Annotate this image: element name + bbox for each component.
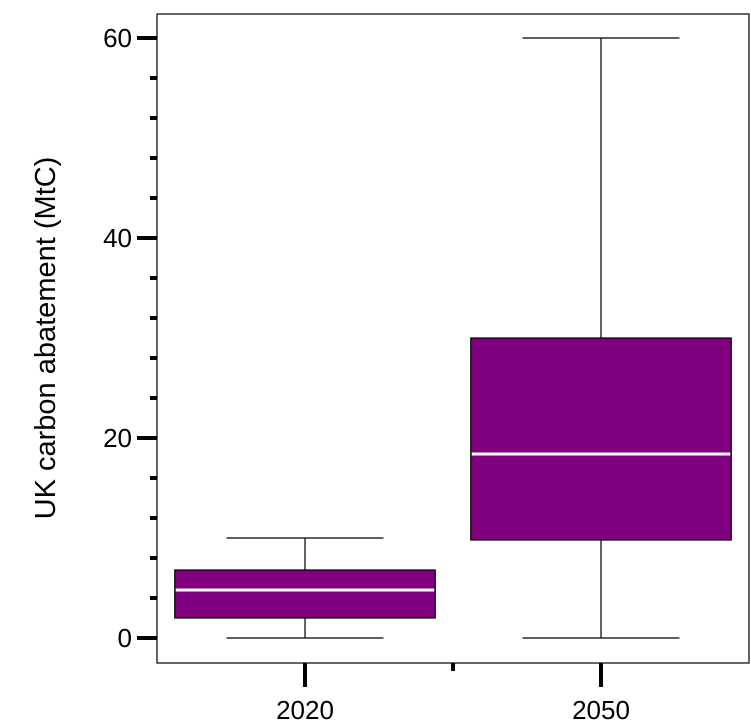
boxes xyxy=(174,37,732,639)
box-2020 xyxy=(174,537,436,639)
y-tick-label: 40 xyxy=(103,223,132,253)
y-axis-title: UK carbon abatement (MtC) xyxy=(30,157,62,520)
y-tick-label: 60 xyxy=(103,23,132,53)
x-tick-label: 2050 xyxy=(572,695,630,725)
box-2050 xyxy=(470,37,732,639)
x-axis: 2020 2050 xyxy=(276,663,630,725)
y-axis: 0 20 40 60 xyxy=(103,23,157,653)
y-tick-label: 20 xyxy=(103,423,132,453)
iqr-box xyxy=(174,569,436,619)
iqr-box xyxy=(470,337,732,541)
x-tick-label: 2020 xyxy=(276,695,334,725)
y-tick-label: 0 xyxy=(118,623,132,653)
